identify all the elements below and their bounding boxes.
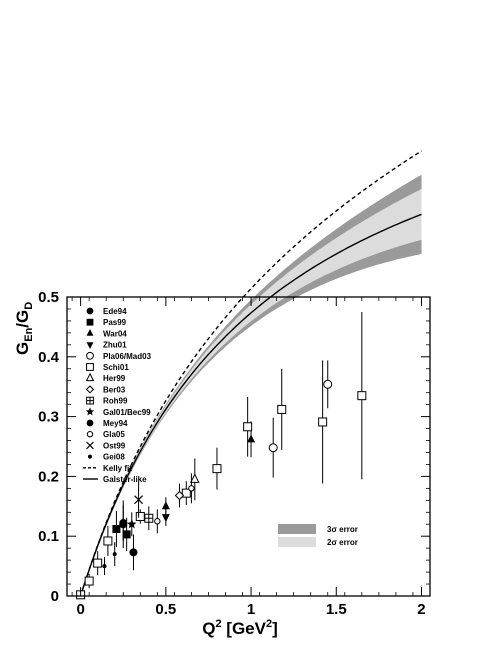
y-tick-label: 0.2 xyxy=(38,468,59,485)
data-point-ber03-0 xyxy=(174,483,185,508)
legend-item-ber03: Ber03 xyxy=(85,385,126,394)
data-point-schi01-9 xyxy=(318,360,328,484)
data-point-pas99-0 xyxy=(112,511,121,547)
legend-label: Gal01/Bec99 xyxy=(103,408,151,417)
x-tick-label: 1.5 xyxy=(326,601,347,618)
band-legend-label: 2σ error xyxy=(327,538,358,547)
data-point-schi01-4 xyxy=(135,509,145,524)
legend-item-ede94: Ede94 xyxy=(86,307,127,316)
band-legend-label: 3σ error xyxy=(327,525,358,534)
legend-label: Pla06/Mad03 xyxy=(103,352,152,361)
legend-item-gei08: Gei08 xyxy=(88,453,125,462)
band-legend-item-3-error: 3σ error xyxy=(278,524,358,534)
x-tick-label: 0 xyxy=(76,601,84,618)
galster-like-curve xyxy=(79,213,422,597)
data-point-schi01-6 xyxy=(212,447,222,490)
y-tick-label: 0 xyxy=(51,588,59,605)
band-legend: 3σ error 2σ error xyxy=(278,524,358,547)
legend-item-zhu01: Zhu01 xyxy=(86,341,127,350)
data-point-schi01-2 xyxy=(93,551,103,576)
data-point-mey94-0 xyxy=(119,500,128,549)
legend: Ede94 Pas99 War04 Zhu01 Pla06/Mad03 Schi01 Her… xyxy=(83,307,152,484)
data-point-schi01-1 xyxy=(84,573,94,589)
legend-label: Pas99 xyxy=(103,318,127,327)
legend-item-roh99: Roh99 xyxy=(86,397,128,406)
data-point-ede94-1 xyxy=(129,534,138,571)
legend-label: Ber03 xyxy=(103,385,126,394)
legend-item-schi01: Schi01 xyxy=(86,363,129,372)
axis-ticks: 0 0.5 1 1.5 2 0 0.1 0.2 0.3 0.4 0.5 xyxy=(38,289,430,618)
plot-frame xyxy=(66,296,431,597)
data-point-gei08-0 xyxy=(102,557,107,576)
legend-item-gal01-bec99: Gal01/Bec99 xyxy=(85,407,151,417)
data-point-gei08-1 xyxy=(112,542,117,567)
legend-item-galster-like: Galster-like xyxy=(83,475,147,484)
data-point-schi01-10 xyxy=(357,311,367,480)
legend-label: Gla05 xyxy=(103,430,125,439)
data-point-pla06-mad03-1 xyxy=(323,360,333,409)
legend-label: Schi01 xyxy=(103,363,129,372)
x-tick-label: 1 xyxy=(247,601,255,618)
legend-item-pla06-mad03: Pla06/Mad03 xyxy=(86,352,152,361)
data-point-schi01-8 xyxy=(277,368,287,451)
legend-label: Galster-like xyxy=(103,475,147,484)
band-legend-item-2-error: 2σ error xyxy=(278,537,358,547)
data-point-gla05-0 xyxy=(154,509,161,534)
legend-label: Ede94 xyxy=(103,307,127,316)
data-point-roh99-0 xyxy=(144,506,154,531)
legend-label: Roh99 xyxy=(103,397,128,406)
legend-label: War04 xyxy=(103,329,127,338)
fit-curves xyxy=(79,150,422,597)
data-point-her99-0 xyxy=(190,458,200,501)
y-tick-label: 0.4 xyxy=(38,349,60,366)
y-tick-label: 0.3 xyxy=(38,409,59,426)
data-points xyxy=(76,311,367,600)
legend-label: Mey94 xyxy=(103,419,128,428)
legend-item-kelly-fit: Kelly fit xyxy=(83,464,132,473)
legend-item-war04: War04 xyxy=(86,329,127,338)
legend-label: Her99 xyxy=(103,374,126,383)
legend-label: Gei08 xyxy=(103,453,125,462)
kelly-fit-curve xyxy=(79,150,422,597)
legend-item-ost99: Ost99 xyxy=(86,441,126,450)
data-point-schi01-3 xyxy=(103,526,113,556)
data-point-ost99-0 xyxy=(134,481,144,518)
y-tick-label: 0.5 xyxy=(38,289,59,306)
data-point-pla06-mad03-0 xyxy=(268,417,278,478)
band-2sigma xyxy=(80,188,422,598)
x-tick-label: 0.5 xyxy=(155,601,176,618)
legend-label: Kelly fit xyxy=(103,464,132,473)
data-point-zhu01-0 xyxy=(161,508,170,527)
x-axis-label: Q2 [GeV2] xyxy=(202,618,278,638)
y-axis-label: GEn/GD xyxy=(13,302,35,355)
legend-item-mey94: Mey94 xyxy=(86,419,128,428)
y-tick-label: 0.1 xyxy=(38,528,59,545)
data-point-gla05-1 xyxy=(188,473,195,504)
legend-item-her99: Her99 xyxy=(85,372,126,383)
error-bands xyxy=(80,174,422,599)
data-point-schi01-5 xyxy=(181,481,191,506)
legend-label: Ost99 xyxy=(103,441,126,450)
legend-label: Zhu01 xyxy=(103,341,127,350)
data-point-schi01-7 xyxy=(243,396,253,457)
x-tick-label: 2 xyxy=(417,601,425,618)
data-point-gal01-bec99-0 xyxy=(127,512,137,537)
legend-item-gla05: Gla05 xyxy=(86,430,125,439)
legend-item-pas99: Pas99 xyxy=(86,318,127,327)
